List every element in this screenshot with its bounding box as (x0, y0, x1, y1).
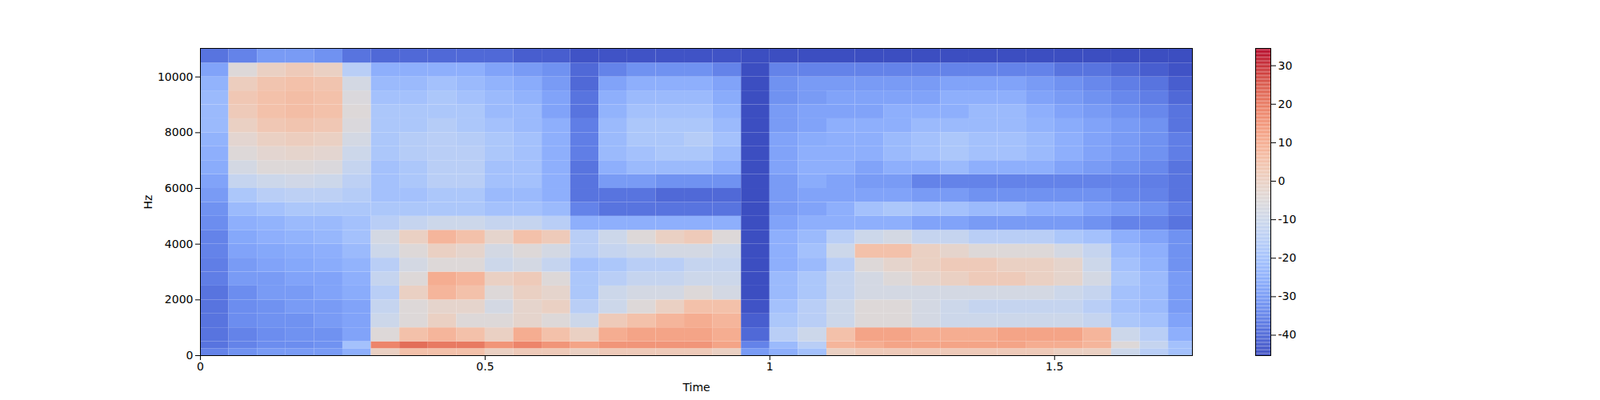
svg-text:-30: -30 (1278, 289, 1297, 303)
svg-text:0: 0 (1278, 174, 1286, 188)
svg-text:Time: Time (681, 380, 710, 394)
svg-text:-40: -40 (1278, 328, 1297, 341)
svg-text:1: 1 (766, 360, 774, 373)
svg-text:1.5: 1.5 (1045, 360, 1064, 373)
svg-text:0: 0 (196, 360, 204, 373)
svg-text:4000: 4000 (164, 237, 194, 251)
svg-text:10000: 10000 (157, 70, 194, 84)
svg-text:-20: -20 (1278, 251, 1297, 264)
svg-text:Hz: Hz (141, 195, 155, 210)
svg-text:10: 10 (1278, 136, 1293, 149)
svg-text:0.5: 0.5 (476, 360, 494, 373)
svg-text:0: 0 (186, 348, 194, 362)
svg-text:20: 20 (1278, 97, 1293, 111)
svg-text:2000: 2000 (164, 292, 194, 306)
svg-text:-10: -10 (1278, 212, 1297, 226)
svg-text:6000: 6000 (164, 181, 194, 195)
svg-text:30: 30 (1278, 59, 1293, 72)
svg-text:8000: 8000 (164, 125, 194, 139)
